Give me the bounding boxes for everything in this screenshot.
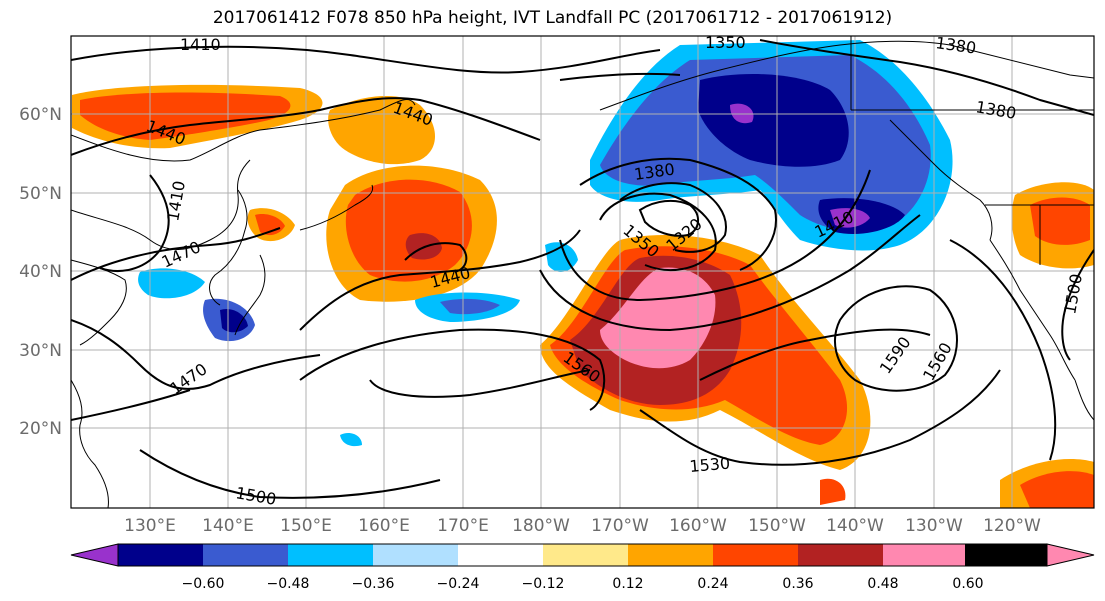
colorbar-extend-max — [1046, 543, 1095, 567]
colorbar-segment — [288, 544, 373, 566]
longitude-labels: 130°E 140°E 150°E 160°E 170°E 180°W 170°… — [124, 516, 1041, 536]
colorbar-segment — [373, 544, 458, 566]
colorbar-tick-label: 0.60 — [952, 576, 983, 592]
latitude-labels: 60°N 50°N 40°N 30°N 20°N — [19, 105, 62, 439]
lat-label: 60°N — [19, 105, 62, 125]
negative-ivt-fill — [138, 40, 953, 447]
lat-label: 30°N — [19, 341, 62, 361]
positive-ivt-fill — [72, 84, 1094, 508]
lat-label: 20°N — [19, 419, 62, 439]
colorbar-tick-label: 0.48 — [867, 576, 898, 592]
colorbar-segment — [628, 544, 713, 566]
map-title: 2017061412 F078 850 hPa height, IVT Land… — [212, 8, 893, 28]
colorbar-segment — [543, 544, 628, 566]
lon-label: 170°W — [591, 516, 649, 536]
colorbar-segment — [798, 544, 883, 566]
colorbar-segment — [713, 544, 798, 566]
lon-label: 150°W — [748, 516, 806, 536]
lat-label: 50°N — [19, 184, 62, 204]
colorbar-tick-label: −0.60 — [182, 576, 225, 592]
colorbar-tick-label: −0.24 — [437, 576, 480, 592]
lon-label: 140°E — [202, 516, 254, 536]
lon-label: 120°W — [983, 516, 1041, 536]
colorbar-tick-label: −0.36 — [352, 576, 395, 592]
contour-label: 1410 — [180, 35, 221, 54]
lon-label: 160°W — [669, 516, 727, 536]
colorbar-segment — [458, 544, 543, 566]
contour-label: 1530 — [689, 454, 731, 476]
lon-label: 150°E — [280, 516, 332, 536]
lon-label: 140°W — [826, 516, 884, 536]
contour-label: 1350 — [705, 33, 746, 52]
colorbar: −0.60 −0.48 −0.36 −0.24 −0.12 0.12 0.24 … — [70, 543, 1095, 592]
lon-label: 130°E — [124, 516, 176, 536]
map-frame — [70, 35, 1095, 509]
lon-label: 130°W — [905, 516, 963, 536]
colorbar-segment — [203, 544, 288, 566]
colorbar-tick-label: −0.12 — [522, 576, 565, 592]
colorbar-tick-label: 0.24 — [697, 576, 728, 592]
colorbar-tick-label: −0.48 — [267, 576, 310, 592]
colorbar-tick-label: 0.12 — [612, 576, 643, 592]
lat-label: 40°N — [19, 262, 62, 282]
colorbar-extend-min — [70, 543, 119, 567]
lon-label: 170°E — [437, 516, 489, 536]
lon-label: 160°E — [358, 516, 410, 536]
colorbar-segment — [118, 544, 203, 566]
graticule — [71, 36, 1094, 508]
lon-label: 180°W — [512, 516, 570, 536]
colorbar-segment — [883, 544, 965, 566]
colorbar-segment — [965, 544, 1047, 566]
colorbar-tick-labels: −0.60 −0.48 −0.36 −0.24 −0.12 0.12 0.24 … — [182, 576, 984, 592]
height-contours — [71, 39, 1094, 499]
colorbar-tick-label: 0.36 — [782, 576, 813, 592]
colorbar-outline — [117, 543, 1048, 567]
coastlines — [71, 36, 1094, 508]
